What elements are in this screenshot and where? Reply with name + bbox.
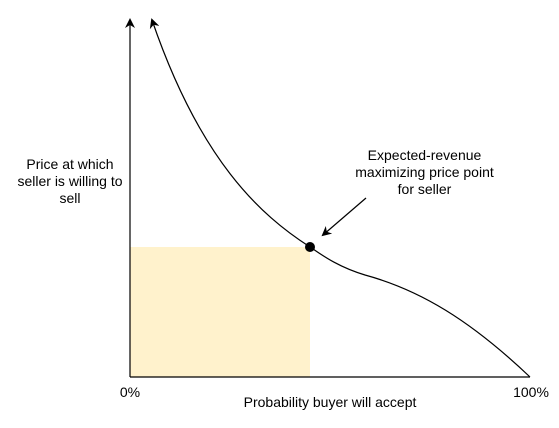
x-axis-title: Probability buyer will accept: [243, 394, 417, 410]
x-tick-max: 100%: [513, 384, 549, 400]
annotation-arrow: [321, 197, 367, 237]
optimal-point-annotation: Expected-revenue maximizing price point …: [355, 147, 494, 197]
willingness-curve: [149, 18, 531, 378]
y-axis-title: Price at which seller is willing to sell: [17, 156, 123, 206]
expected-revenue-area: [130, 247, 310, 377]
optimal-price-point: [305, 242, 315, 252]
x-tick-min: 0%: [119, 384, 141, 400]
